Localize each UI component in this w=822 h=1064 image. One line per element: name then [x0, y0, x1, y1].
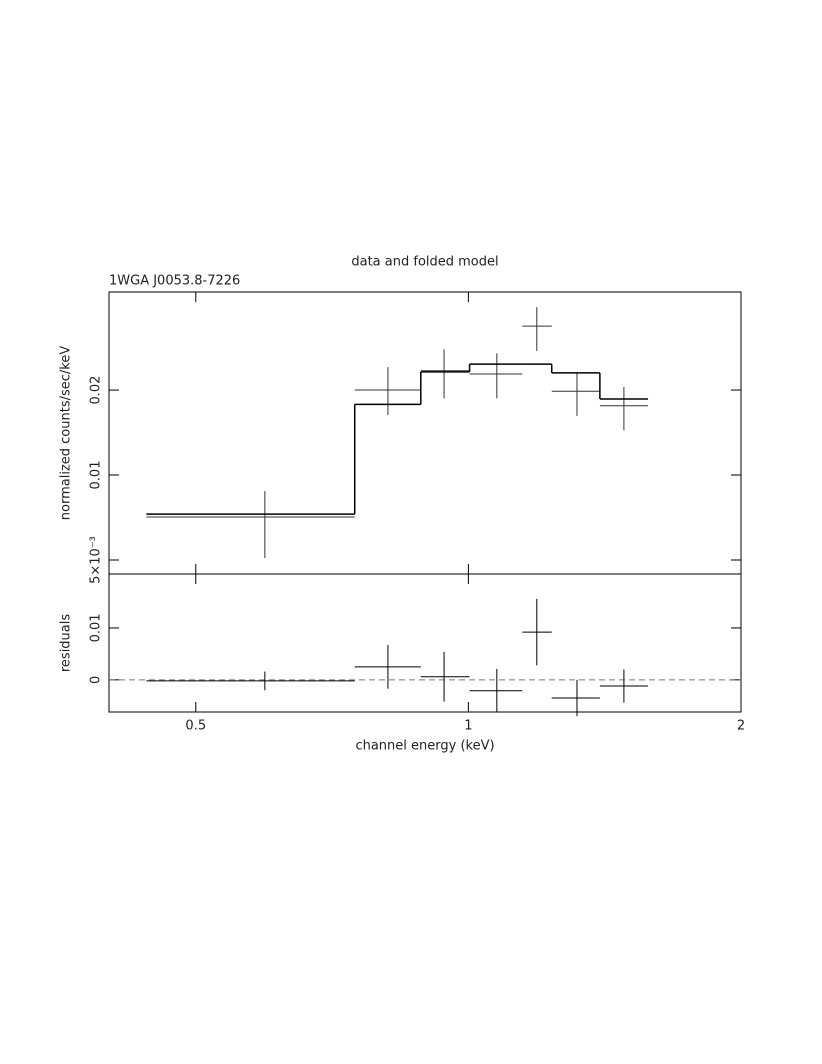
x-tick-label: 2: [737, 719, 745, 734]
y-axis-label: residuals: [59, 614, 74, 673]
y-tick-label: 0.02: [89, 376, 104, 405]
y-tick-label: 5×10⁻³: [89, 536, 104, 584]
panel-frame: [108, 291, 742, 575]
y-tick-label: 0.01: [89, 613, 104, 642]
y-tick-label: 0.01: [89, 461, 104, 490]
x-axis-label: channel energy (keV): [355, 739, 494, 754]
panel-frame: [108, 573, 742, 713]
source-label: 1WGA J0053.8-7226: [109, 274, 240, 289]
y-axis-label: normalized counts/sec/keV: [59, 346, 74, 521]
x-tick-label: 0.5: [185, 719, 206, 734]
y-tick-label: 0: [89, 676, 104, 684]
chart-title: data and folded model: [351, 255, 498, 270]
x-tick-label: 1: [464, 719, 472, 734]
